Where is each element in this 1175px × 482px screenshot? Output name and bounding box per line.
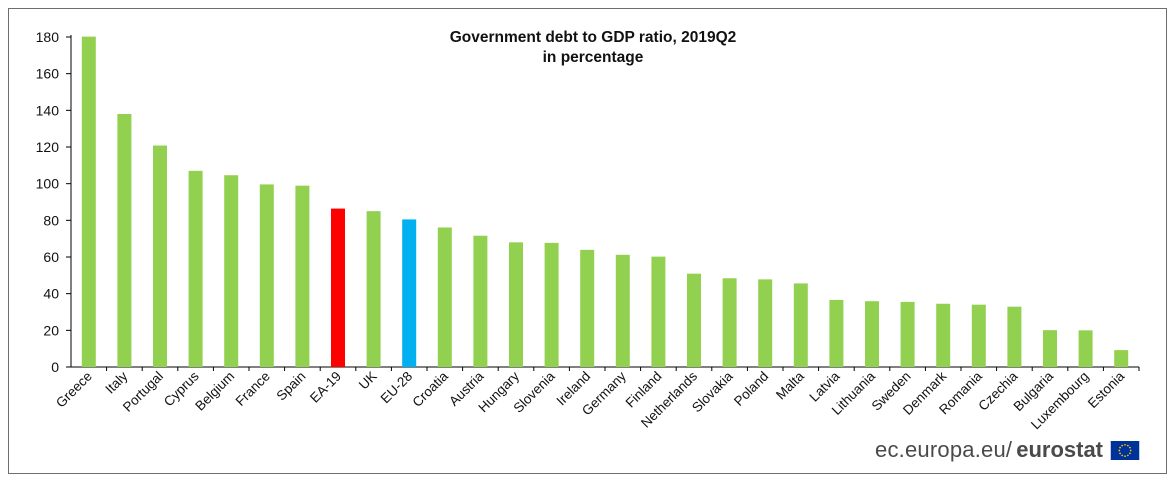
bar-france (259, 184, 274, 367)
y-tick-label: 180 (36, 29, 60, 45)
bar-ireland (580, 249, 595, 367)
bar-greece (81, 36, 96, 367)
bar-ea-19 (331, 208, 345, 367)
footer-brand: eurostat (1016, 437, 1103, 462)
bar-bulgaria (1043, 330, 1057, 367)
y-tick-label: 60 (43, 249, 59, 265)
y-tick-label: 20 (43, 322, 59, 338)
bar-poland (758, 279, 773, 367)
bar-italy (117, 114, 132, 367)
x-tick-label: EA-19 (307, 369, 344, 406)
bar-sweden (900, 301, 915, 367)
y-tick-label: 40 (43, 286, 59, 302)
bars (81, 36, 1129, 367)
bar-eu-28 (402, 219, 417, 367)
bar-belgium (224, 175, 239, 367)
x-tick-label: Greece (53, 369, 95, 411)
bar-spain (295, 185, 310, 367)
x-tick-label: Estonia (1085, 368, 1128, 411)
x-tick-label: Portugal (120, 369, 166, 415)
bar-estonia (1114, 350, 1129, 367)
y-tick-labels: 0 20 40 60 80 100 120 140 160 180 (36, 29, 60, 375)
footer-branding: ec.europa.eu/ eurostat (875, 437, 1140, 462)
chart-frame: Government debt to GDP ratio, 2019Q2 in … (8, 8, 1167, 474)
bar-romania (971, 304, 986, 367)
x-tick-label: France (233, 369, 273, 409)
x-tick-label: UK (356, 369, 380, 393)
bar-denmark (936, 303, 951, 367)
bar-chart: Government debt to GDP ratio, 2019Q2 in … (36, 29, 1140, 432)
bar-austria (473, 235, 488, 367)
bar-croatia (437, 227, 452, 367)
y-tick-label: 80 (43, 212, 59, 228)
bar-malta (793, 283, 808, 367)
x-tick-label: Malta (773, 368, 807, 402)
x-tick-label: Croatia (410, 368, 452, 410)
footer-url: ec.europa.eu/ (875, 437, 1013, 462)
bar-slovakia (722, 278, 737, 367)
y-tick-label: 120 (36, 139, 60, 155)
eu-flag-icon (1110, 440, 1140, 460)
x-tick-label: Spain (273, 369, 308, 404)
x-tick-label: Poland (731, 369, 771, 409)
axes (66, 35, 1140, 371)
y-tick-label: 100 (36, 176, 60, 192)
x-tick-label: Belgium (192, 369, 237, 414)
bar-czechia (1007, 306, 1022, 367)
y-tick-label: 0 (51, 359, 59, 375)
bar-luxembourg (1078, 330, 1093, 367)
bar-netherlands (687, 273, 701, 367)
bar-lithuania (865, 301, 879, 367)
y-tick-label: 140 (36, 102, 60, 118)
x-tick-label: Italy (102, 368, 130, 396)
chart-subtitle: in percentage (543, 49, 644, 66)
bar-latvia (829, 299, 844, 367)
bar-uk (366, 211, 381, 367)
y-tick-label: 160 (36, 66, 60, 82)
bar-portugal (153, 145, 167, 367)
bar-finland (651, 256, 666, 367)
bar-cyprus (188, 170, 203, 367)
bar-germany (615, 254, 630, 367)
bar-hungary (509, 242, 523, 367)
chart-title: Government debt to GDP ratio, 2019Q2 (450, 29, 737, 46)
bar-slovenia (544, 242, 559, 367)
